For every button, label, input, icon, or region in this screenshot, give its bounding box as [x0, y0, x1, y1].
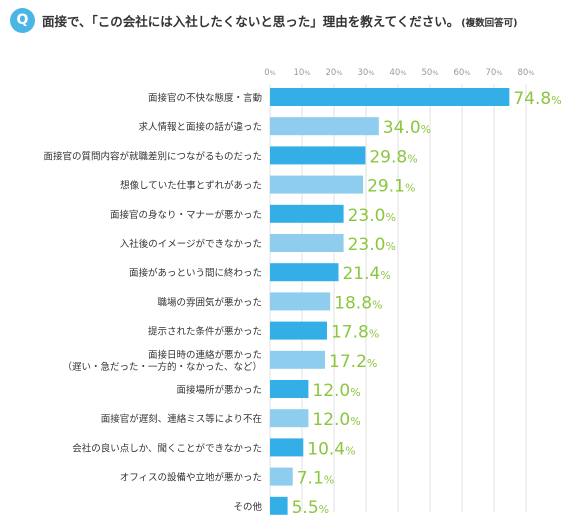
category-label: 面接官の身なり・マナーが悪かった [110, 209, 262, 221]
category-label: 面接官が遅刻、連絡ミス等により不在 [101, 413, 262, 425]
value-label: 29.1% [367, 177, 415, 197]
category-label: 面接官の不快な態度・言動 [148, 92, 262, 104]
category-label: （遅い・急だった・一方的・なかった、など） [62, 361, 262, 373]
bar [270, 438, 304, 457]
category-label: 求人情報と面接の話が違った [138, 121, 262, 133]
x-tick-label: 40% [389, 68, 406, 78]
value-label: 12.0% [312, 410, 360, 430]
x-tick-label: 60% [453, 68, 470, 78]
x-tick-label: 0% [264, 68, 276, 78]
category-label: 入社後のイメージができなかった [120, 238, 262, 250]
category-label: 想像していた仕事とずれがあった [120, 180, 262, 192]
value-label: 17.2% [329, 352, 377, 372]
value-label: 10.4% [307, 439, 355, 459]
category-label: 職場の雰囲気が悪かった [157, 296, 262, 308]
bar [270, 204, 344, 223]
x-tick-label: 80% [517, 68, 534, 78]
category-label: その他 [233, 501, 262, 513]
bar [270, 234, 344, 252]
question-title: 面接で、「この会社には入社したくないと思った」理由を教えてください。 (複数回答可… [42, 11, 517, 30]
x-tick-label: 30% [357, 68, 374, 78]
x-tick-label: 70% [485, 68, 502, 78]
value-label: 29.8% [369, 147, 417, 167]
value-label: 34.0% [383, 118, 431, 138]
x-tick-label: 20% [325, 68, 342, 78]
value-label: 23.0% [348, 235, 396, 255]
value-label: 7.1% [297, 469, 335, 489]
bar [270, 146, 366, 165]
value-label: 18.8% [334, 293, 382, 313]
bar [270, 350, 326, 369]
question-note: (複数回答可) [461, 18, 518, 29]
value-label: 5.5% [292, 498, 330, 518]
bar [270, 496, 288, 515]
category-label: 提示された条件が悪かった [148, 326, 262, 338]
bar [270, 117, 379, 136]
bar [270, 380, 309, 398]
category-label: 面接官の質問内容が就職差別につながるものだった [43, 150, 262, 162]
category-label: 面接があっという間に終わった [129, 267, 262, 279]
q-badge-icon: Q [10, 8, 35, 33]
value-label: 23.0% [348, 206, 396, 226]
value-label: 21.4% [342, 264, 390, 284]
question-text: 面接で、「この会社には入社したくないと思った」理由を教えてください。 [42, 14, 460, 29]
category-label: 面接日時の連絡が悪かった [148, 349, 262, 361]
bar [270, 321, 327, 340]
bar [270, 467, 293, 486]
bar [270, 409, 309, 428]
value-label: 17.8% [331, 323, 379, 343]
value-label: 74.8% [513, 89, 561, 109]
x-tick-label: 10% [293, 68, 310, 78]
x-tick-label: 50% [421, 68, 438, 78]
bar [270, 88, 510, 106]
bar [270, 175, 364, 194]
bar [270, 292, 331, 311]
category-label: 会社の良い点しか、聞くことができなかった [72, 442, 262, 454]
category-label: オフィスの設備や立地が悪かった [120, 472, 262, 484]
value-label: 12.0% [312, 381, 360, 401]
bar [270, 263, 339, 282]
category-label: 面接場所が悪かった [176, 384, 262, 396]
